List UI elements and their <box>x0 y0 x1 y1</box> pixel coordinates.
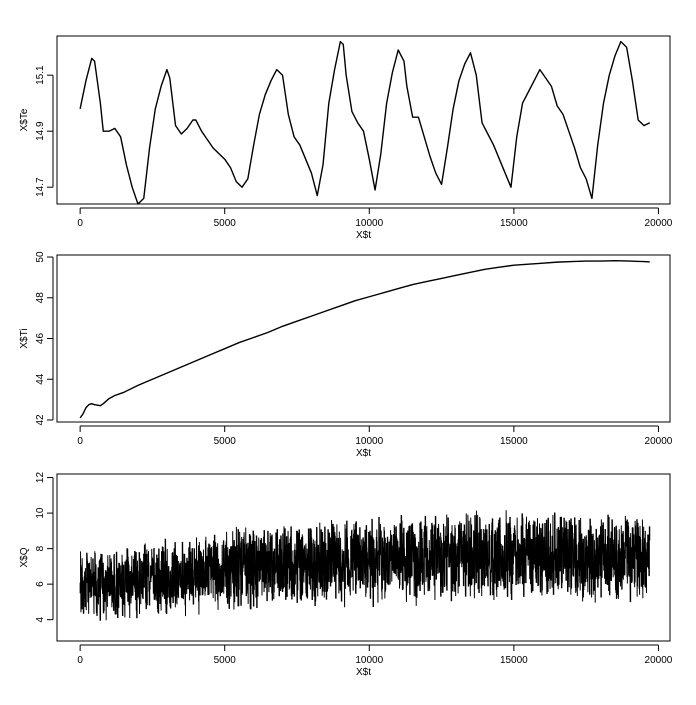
chart-panel-1: 0 5000 10000 15000 20000 X$t 14.7 14.9 15.1 X$Te <box>19 35 673 241</box>
y-tick-label: 50 <box>35 251 46 263</box>
x-axis-label: X$t <box>356 448 371 459</box>
y-tick-label: 15.1 <box>35 65 46 85</box>
x-axis-label: X$t <box>356 667 371 678</box>
x-tick-label: 10000 <box>355 436 383 447</box>
series-line <box>79 260 650 419</box>
x-tick-label: 20000 <box>645 218 673 229</box>
x-tick-label: 10000 <box>355 655 383 666</box>
x-axis-label: X$t <box>356 230 371 241</box>
plot-frame <box>56 35 671 205</box>
y-tick-label: 42 <box>35 414 46 426</box>
x-tick-label: 15000 <box>500 655 528 666</box>
x-tick-label: 0 <box>77 436 83 447</box>
y-tick-label: 14.7 <box>35 177 46 197</box>
y-axis-label: X$Te <box>19 108 30 131</box>
y-axis-label: X$Ti <box>19 328 30 348</box>
y-tick-label: 8 <box>35 545 46 551</box>
y-tick-label: 4 <box>35 616 46 622</box>
y-tick-label: 44 <box>35 373 46 385</box>
series-line <box>79 510 651 621</box>
chart-panel-3: 0 5000 10000 15000 20000 X$t 4 6 8 10 12 X$Q <box>19 472 673 678</box>
x-tick-label: 5000 <box>214 218 237 229</box>
series-line <box>79 40 651 205</box>
y-tick-label: 14.9 <box>35 121 46 141</box>
y-tick-label: 48 <box>35 292 46 304</box>
x-tick-label: 5000 <box>214 655 237 666</box>
plot-frame <box>56 473 671 642</box>
x-tick-label: 0 <box>77 655 83 666</box>
plot-frame <box>56 254 671 423</box>
x-tick-label: 5000 <box>214 436 237 447</box>
x-tick-label: 15000 <box>500 436 528 447</box>
y-axis-label: X$Q <box>19 547 30 567</box>
y-tick-label: 46 <box>35 333 46 345</box>
x-tick-label: 20000 <box>645 436 673 447</box>
y-tick-label: 12 <box>35 472 46 484</box>
x-tick-label: 20000 <box>645 655 673 666</box>
x-tick-label: 10000 <box>355 218 383 229</box>
chart-panel-2: 0 5000 10000 15000 20000 X$t 42 44 46 48 50 X$Ti <box>19 251 673 459</box>
x-tick-label: 15000 <box>500 218 528 229</box>
x-tick-label: 0 <box>77 218 83 229</box>
y-tick-label: 10 <box>35 507 46 519</box>
y-tick-label: 6 <box>35 581 46 587</box>
